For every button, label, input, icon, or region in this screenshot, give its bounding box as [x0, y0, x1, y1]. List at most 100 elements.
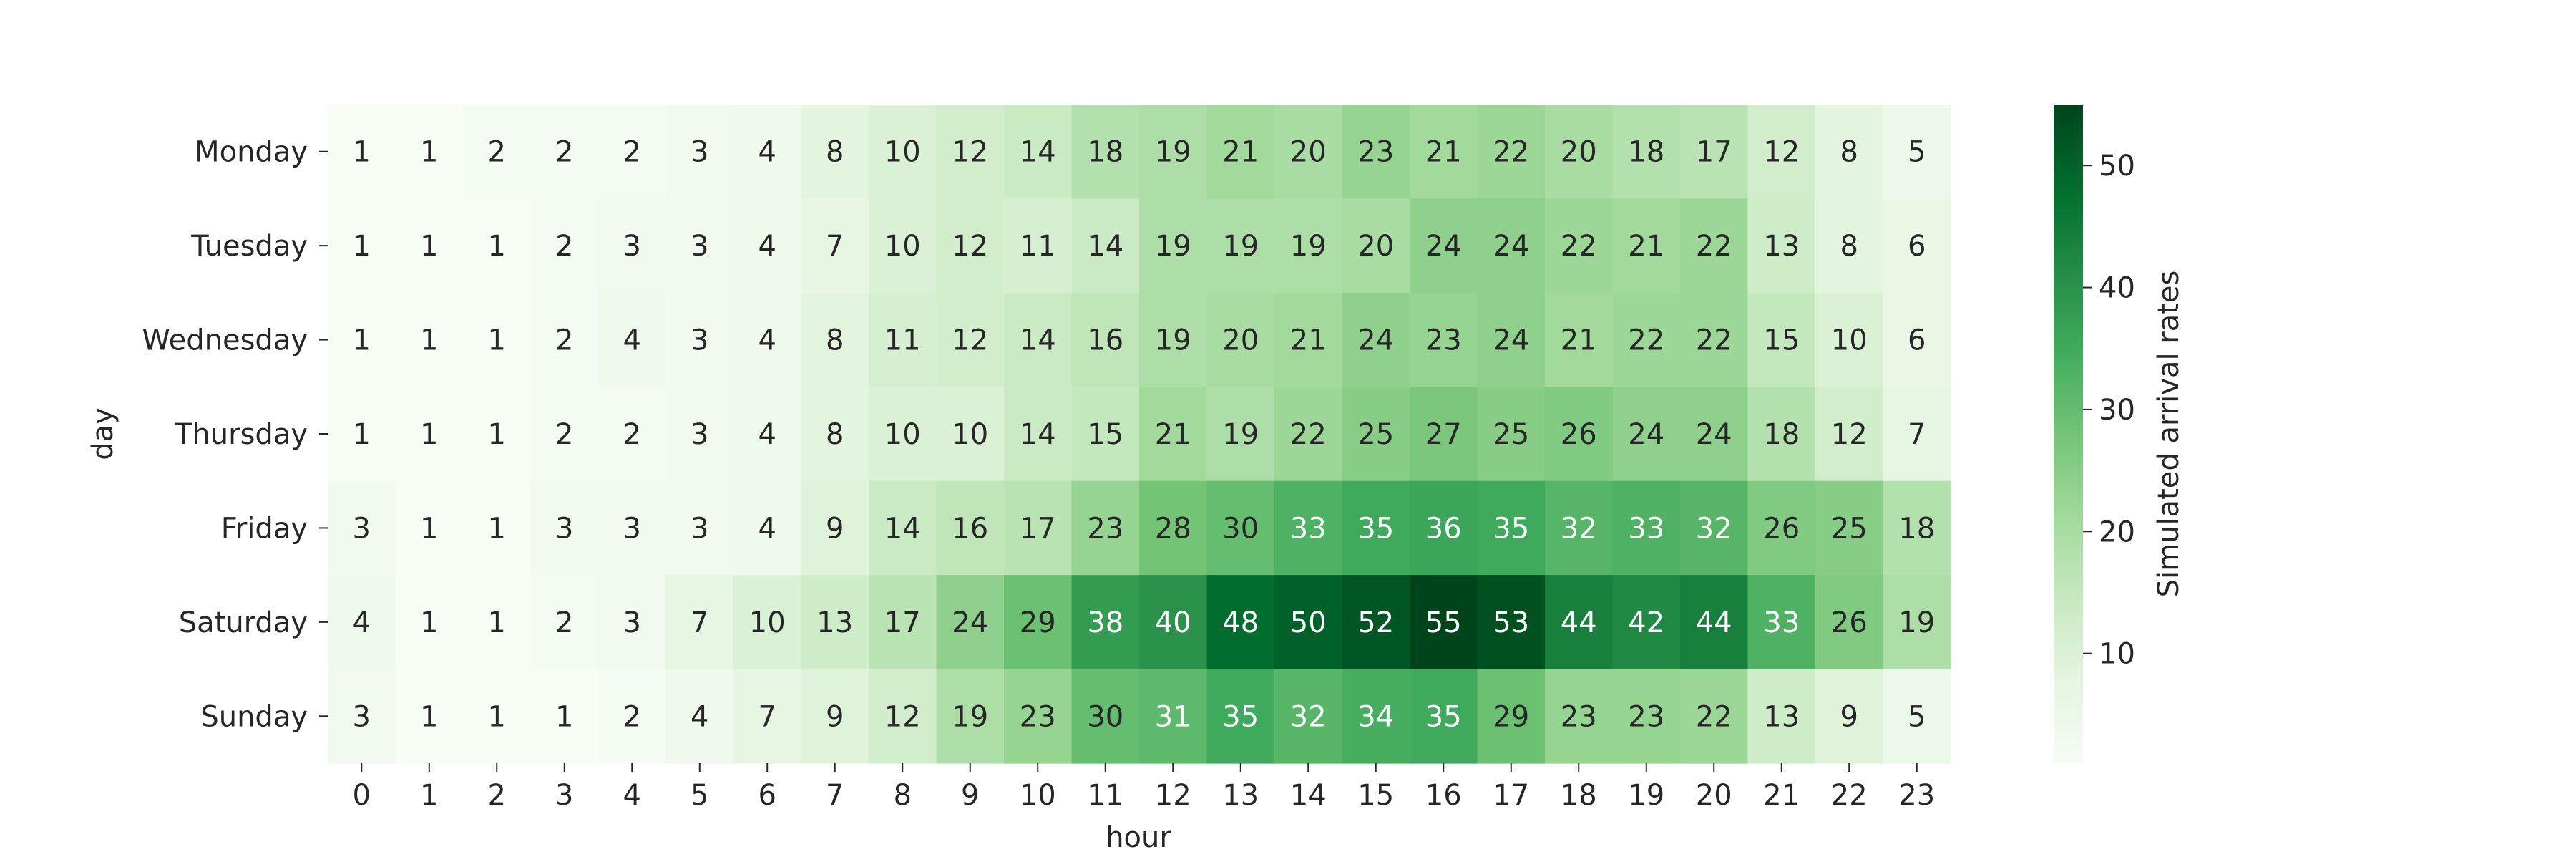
cell-value-label: 13 [1763, 700, 1800, 733]
heatmap-cell [1139, 669, 1208, 764]
cell-value-label: 3 [691, 324, 708, 357]
cell-value-label: 10 [884, 418, 921, 451]
heatmap-cell [598, 198, 667, 294]
heatmap-cell [395, 198, 464, 294]
heatmap-cell [1410, 575, 1478, 670]
cell-value-label: 3 [555, 512, 573, 545]
cell-value-label: 1 [488, 512, 506, 545]
cell-value-label: 23 [1087, 512, 1123, 545]
cell-value-label: 1 [488, 324, 506, 357]
cell-value-label: 3 [691, 418, 708, 451]
heatmap-cell [395, 292, 464, 387]
heatmap-cell [1815, 480, 1884, 576]
cell-value-label: 21 [1425, 136, 1462, 169]
heatmap-cell [1139, 292, 1208, 387]
cell-value-label: 44 [1561, 606, 1597, 639]
y-tick-label: Saturday [179, 606, 308, 639]
cell-value-label: 20 [1561, 136, 1597, 169]
cell-value-label: 3 [691, 230, 708, 263]
cell-value-label: 13 [1763, 230, 1800, 263]
heatmap-cell [665, 105, 734, 200]
heatmap-cell [1477, 669, 1546, 764]
cell-value-label: 7 [691, 606, 708, 639]
x-tick-label: 18 [1561, 779, 1597, 812]
cell-value-label: 11 [884, 324, 921, 357]
cell-value-label: 30 [1222, 512, 1259, 545]
heatmap-cell [1206, 198, 1275, 294]
heatmap-cell [936, 105, 1005, 200]
cell-value-label: 1 [420, 700, 438, 733]
cell-value-label: 22 [1696, 700, 1732, 733]
x-axis-label: hour [1106, 821, 1171, 854]
heatmap-cell [1815, 575, 1884, 670]
cell-value-label: 4 [758, 324, 776, 357]
cell-value-label: 1 [555, 700, 573, 733]
heatmap-cell [801, 480, 869, 576]
cell-value-label: 10 [1831, 324, 1868, 357]
heatmap-cell [598, 387, 667, 482]
x-tick-label: 5 [691, 779, 708, 812]
y-tick-label: Friday [221, 512, 308, 545]
cell-value-label: 18 [1628, 136, 1664, 169]
colorbar-tick-label: 40 [2099, 272, 2135, 305]
colorbar-ticks: 10 20 30 40 50 [2083, 150, 2135, 671]
cell-value-label: 11 [1020, 230, 1056, 263]
cell-value-label: 23 [1425, 324, 1462, 357]
heatmap-cell [1274, 669, 1343, 764]
heatmap-cell [1680, 669, 1749, 764]
cell-value-label: 20 [1290, 136, 1327, 169]
cell-value-label: 3 [691, 136, 708, 169]
x-tick-label: 14 [1290, 779, 1327, 812]
cell-value-label: 2 [555, 230, 573, 263]
cell-value-label: 32 [1290, 700, 1327, 733]
cell-value-label: 52 [1357, 606, 1394, 639]
cell-value-label: 19 [1222, 418, 1259, 451]
x-tick-label: 4 [623, 779, 641, 812]
heatmap-cell [1612, 292, 1681, 387]
cell-value-label: 18 [1087, 136, 1123, 169]
cell-value-label: 1 [420, 606, 438, 639]
heatmap-cell [1747, 292, 1816, 387]
x-tick-label: 21 [1763, 779, 1800, 812]
heatmap-cell [1545, 105, 1614, 200]
heatmap-cell [1139, 387, 1208, 482]
heatmap-cell [733, 575, 802, 670]
heatmap-cell [530, 387, 599, 482]
cell-value-label: 1 [420, 418, 438, 451]
x-tick-label: 0 [353, 779, 371, 812]
cell-value-label: 3 [623, 512, 641, 545]
heatmap-cell [733, 480, 802, 576]
heatmap-cell [733, 669, 802, 764]
cell-value-label: 8 [826, 324, 844, 357]
cell-value-label: 25 [1357, 418, 1394, 451]
cell-value-label: 2 [623, 136, 641, 169]
cell-value-label: 26 [1831, 606, 1868, 639]
x-tick-label: 19 [1628, 779, 1664, 812]
cell-value-label: 30 [1087, 700, 1123, 733]
heatmap-cell [1071, 198, 1140, 294]
colorbar-tick-label: 30 [2099, 394, 2135, 427]
heatmap-cell [1545, 669, 1614, 764]
heatmap-cell [1612, 480, 1681, 576]
cell-value-label: 15 [1087, 418, 1123, 451]
cell-value-label: 35 [1493, 512, 1529, 545]
cell-value-label: 18 [1898, 512, 1935, 545]
cell-value-label: 14 [1087, 230, 1123, 263]
cell-value-label: 2 [488, 136, 506, 169]
x-tick-label: 2 [488, 779, 506, 812]
heatmap-cell [1410, 387, 1478, 482]
heatmap-cell [801, 387, 869, 482]
heatmap-cell [530, 292, 599, 387]
cell-value-label: 22 [1290, 418, 1327, 451]
heatmap-cell [936, 480, 1005, 576]
cell-value-label: 5 [1908, 136, 1926, 169]
x-tick-label: 6 [758, 779, 776, 812]
cell-value-label: 29 [1020, 606, 1056, 639]
heatmap-cell [1410, 480, 1478, 576]
x-tick-label: 20 [1696, 779, 1732, 812]
cell-value-label: 8 [1840, 230, 1858, 263]
heatmap-cell [463, 387, 532, 482]
heatmap-cell [463, 575, 532, 670]
cell-value-label: 19 [1222, 230, 1259, 263]
